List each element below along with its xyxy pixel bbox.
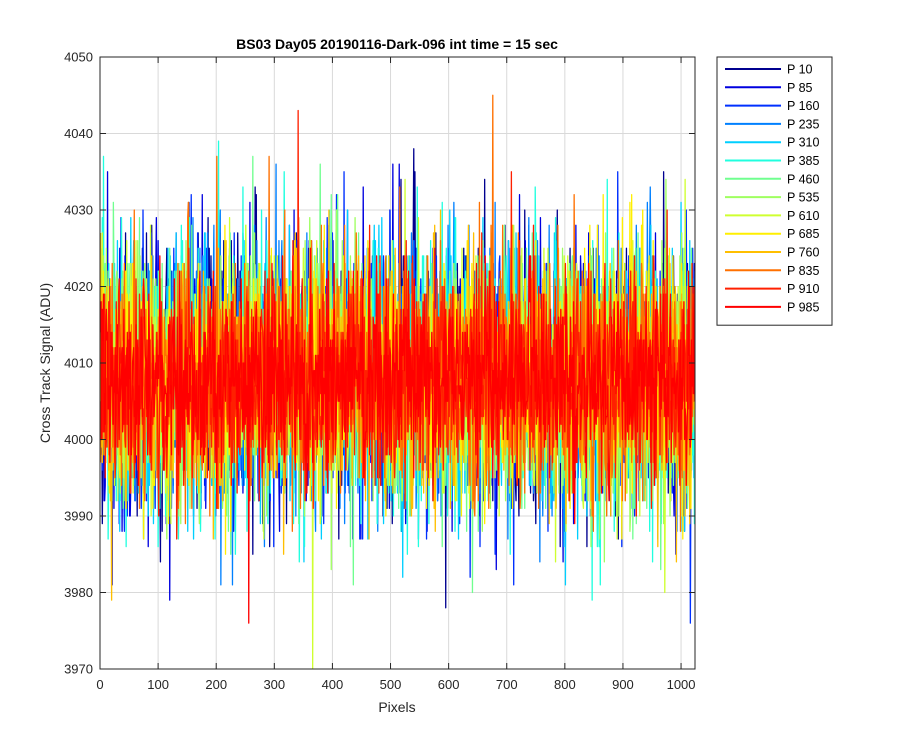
axis-ticks: 0 100 200 300 400 500 600 700 800 900 1000 3970 3980… xyxy=(64,50,695,693)
x-tick-label: 800 xyxy=(554,677,576,692)
y-tick-label: 4020 xyxy=(64,279,93,294)
legend-entry: P 760 xyxy=(787,246,819,260)
legend-entry: P 385 xyxy=(787,154,819,168)
series-layer xyxy=(100,94,695,669)
x-tick-label: 200 xyxy=(205,677,227,692)
legend-entry: P 310 xyxy=(787,136,819,150)
y-tick-label: 4030 xyxy=(64,203,93,218)
legend-entry: P 235 xyxy=(787,117,819,131)
x-tick-label: 400 xyxy=(322,677,344,692)
legend-box xyxy=(716,56,833,326)
y-tick-label: 3990 xyxy=(64,509,93,524)
y-tick-label: 4010 xyxy=(64,356,93,371)
x-tick-label: 0 xyxy=(96,677,103,692)
legend-entry: P 85 xyxy=(787,81,813,95)
y-tick-label: 3970 xyxy=(64,662,93,677)
x-tick-label: 600 xyxy=(438,677,460,692)
x-tick-label: 300 xyxy=(263,677,285,692)
y-tick-label: 4040 xyxy=(64,126,93,141)
y-axis-label: Cross Track Signal (ADU) xyxy=(37,283,53,443)
y-tick-label: 4000 xyxy=(64,432,93,447)
legend-entry: P 10 xyxy=(787,63,813,77)
legend-entry: P 460 xyxy=(787,172,819,186)
series-line xyxy=(100,247,695,624)
legend-entry: P 835 xyxy=(787,264,819,278)
legend-entry: P 160 xyxy=(787,99,819,113)
y-tick-label: 3980 xyxy=(64,585,93,600)
y-tick-label: 4050 xyxy=(64,50,93,65)
legend: P 10 P 85 P 160 P 235 P 310 P 385 P 460 P 535 P … xyxy=(716,56,833,326)
x-tick-label: 700 xyxy=(496,677,518,692)
legend-entry: P 610 xyxy=(787,209,819,223)
x-axis-label: Pixels xyxy=(378,699,415,715)
legend-entry: P 985 xyxy=(787,300,819,314)
legend-entry: P 910 xyxy=(787,282,819,296)
x-tick-label: 1000 xyxy=(667,677,696,692)
x-tick-label: 900 xyxy=(612,677,634,692)
legend-entry: P 685 xyxy=(787,227,819,241)
x-tick-label: 500 xyxy=(380,677,402,692)
x-tick-label: 100 xyxy=(147,677,169,692)
chart-title: BS03 Day05 20190116-Dark-096 int time = … xyxy=(236,36,558,52)
legend-entry: P 535 xyxy=(787,191,819,205)
